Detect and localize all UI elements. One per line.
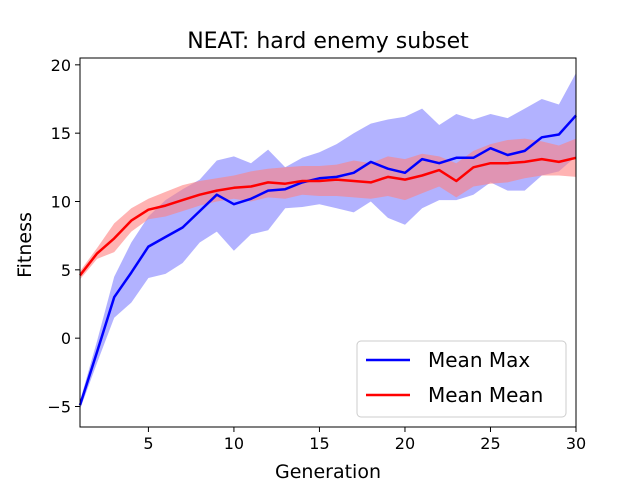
series-2-line [79,156,577,277]
x-tick-label: 15 [309,434,329,453]
y-tick-label: 15 [51,124,71,143]
x-tick-label: 5 [143,434,153,453]
y-tick-label: 10 [51,193,71,212]
x-tick-label: 10 [224,434,244,453]
x-tick-label: 25 [480,434,500,453]
y-tick-label: 0 [61,329,71,348]
y-axis-label: Fitness [14,212,36,278]
y-tick-label: 5 [61,261,71,280]
plot-frame [79,57,577,428]
confidence-bands [80,73,576,410]
legend-label-1: Mean Max [428,348,530,372]
series-1-line [78,114,577,406]
x-axis-label: Generation [275,461,381,480]
series-1-band [80,73,576,410]
x-tick-label: 30 [566,434,586,453]
series-2-band [80,138,576,280]
legend: Mean Max Mean Mean [356,340,567,418]
chart-title: NEAT: hard enemy subset [187,29,469,54]
x-axis-ticks: 5 10 15 20 25 30 [143,427,586,453]
legend-label-2: Mean Mean [428,383,543,407]
y-tick-label: −5 [47,398,71,417]
x-tick-label: 20 [395,434,415,453]
y-tick-label: 20 [51,56,71,75]
y-axis-ticks: −5 0 5 10 15 20 [47,56,80,417]
series-lines [78,114,577,406]
